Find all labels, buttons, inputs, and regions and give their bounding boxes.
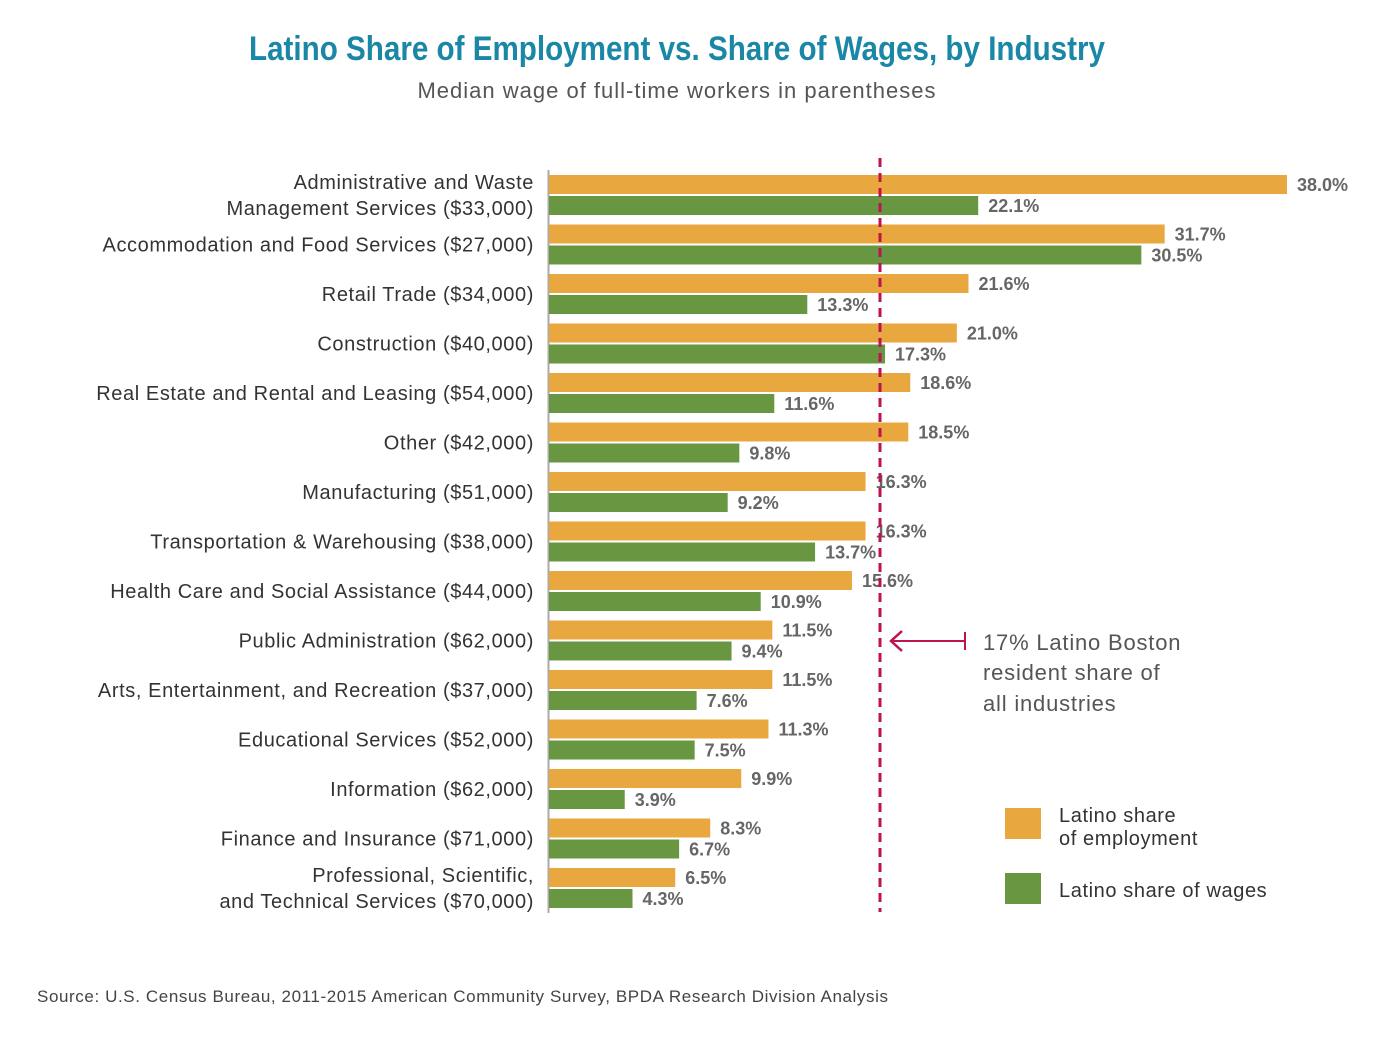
wage-value-label: 13.7% [825, 543, 876, 563]
category-label: Arts, Entertainment, and Recreation ($37… [98, 680, 534, 702]
source-note: Source: U.S. Census Bureau, 2011-2015 Am… [37, 987, 889, 1006]
wage-bar [549, 889, 633, 908]
legend-swatch-wages [1005, 873, 1041, 904]
employment-bar [549, 620, 773, 640]
wage-bar [549, 344, 885, 364]
employment-value-label: 8.3% [720, 819, 761, 839]
wage-value-label: 11.6% [784, 394, 834, 414]
wage-value-label: 7.6% [707, 691, 748, 711]
employment-value-label: 6.5% [685, 868, 726, 888]
employment-value-label: 21.0% [967, 324, 1018, 344]
category-label: Construction ($40,000) [317, 334, 534, 356]
employment-bar [549, 472, 866, 491]
wage-value-label: 30.5% [1151, 246, 1202, 266]
category-label: Information ($62,000) [330, 779, 534, 801]
wage-bar [549, 691, 697, 710]
category-label: Management Services ($33,000) [226, 198, 534, 220]
wage-value-label: 10.9% [771, 592, 822, 612]
employment-value-label: 15.6% [862, 571, 913, 591]
wage-bar [549, 641, 732, 661]
category-label: Educational Services ($52,000) [238, 730, 534, 752]
wage-bar [549, 196, 979, 215]
category-label: Real Estate and Rental and Leasing ($54,… [96, 383, 534, 405]
wage-value-label: 13.3% [817, 295, 868, 315]
wage-bar [549, 394, 775, 413]
wage-value-label: 7.5% [705, 741, 746, 761]
wage-bar [549, 542, 816, 562]
category-label: Transportation & Warehousing ($38,000) [150, 532, 534, 554]
employment-bar [549, 571, 852, 590]
wage-value-label: 9.2% [738, 493, 779, 513]
employment-value-label: 16.3% [876, 522, 927, 542]
employment-bar [549, 224, 1165, 244]
wage-value-label: 9.4% [742, 642, 783, 662]
chart-title: Latino Share of Employment vs. Share of … [249, 30, 1105, 68]
legend-swatch-employment [1005, 808, 1041, 839]
wage-bar [549, 295, 808, 314]
category-label: Finance and Insurance ($71,000) [221, 829, 534, 851]
category-label: Professional, Scientific, [312, 865, 534, 887]
wage-bar [549, 592, 761, 611]
employment-bar [549, 670, 773, 689]
wage-bar [549, 790, 625, 809]
category-label: Public Administration ($62,000) [239, 631, 534, 653]
employment-bar [549, 818, 711, 838]
wage-bar [549, 443, 740, 463]
legend-label-employment-1: Latino share [1059, 805, 1176, 827]
employment-bar [549, 521, 866, 541]
category-label: Health Care and Social Assistance ($44,0… [110, 581, 534, 603]
employment-value-label: 38.0% [1297, 175, 1348, 195]
wage-bar [549, 740, 695, 760]
employment-value-label: 18.5% [918, 423, 969, 443]
wage-bar [549, 839, 680, 859]
wage-value-label: 6.7% [689, 840, 730, 860]
employment-bar [549, 373, 911, 392]
wage-value-label: 22.1% [988, 196, 1039, 216]
category-label: Accommodation and Food Services ($27,000… [103, 235, 534, 257]
chart-subtitle: Median wage of full-time workers in pare… [417, 78, 936, 103]
employment-value-label: 18.6% [920, 373, 971, 393]
wage-value-label: 4.3% [643, 889, 684, 909]
legend: Latino share of employment Latino share … [1005, 805, 1267, 904]
category-label: Manufacturing ($51,000) [302, 482, 534, 504]
employment-bar [549, 868, 676, 887]
wage-bar [549, 245, 1142, 265]
annotation-line-1: 17% Latino Boston [983, 630, 1181, 655]
category-labels: Administrative and Waste Management Servi… [96, 172, 534, 913]
employment-value-label: 31.7% [1175, 225, 1226, 245]
employment-bar [549, 274, 969, 293]
wage-value-label: 17.3% [895, 345, 946, 365]
annotation-line-3: all industries [983, 691, 1116, 716]
wage-value-label: 3.9% [635, 790, 676, 810]
employment-value-label: 21.6% [978, 274, 1029, 294]
wage-bar [549, 493, 728, 512]
employment-bar [549, 422, 909, 442]
legend-label-employment-2: of employment [1059, 828, 1198, 850]
category-label: Other ($42,000) [384, 433, 534, 455]
employment-value-label: 16.3% [876, 472, 927, 492]
employment-bar [549, 769, 742, 788]
employment-bar [549, 323, 957, 343]
employment-value-label: 11.5% [782, 670, 832, 690]
category-label: Administrative and Waste [294, 172, 534, 194]
wage-value-label: 9.8% [749, 444, 790, 464]
bars-group: 38.0% 22.1% 31.7%30.5% 21.6% 13.3% 21.0% 17.3%… [549, 175, 1348, 909]
employment-value-label: 9.9% [751, 769, 792, 789]
arrow-left-icon [889, 630, 903, 652]
legend-label-wages: Latino share of wages [1059, 880, 1267, 902]
employment-value-label: 11.3% [778, 720, 828, 740]
category-label: and Technical Services ($70,000) [219, 891, 534, 913]
category-label: Retail Trade ($34,000) [322, 284, 534, 306]
employment-bar [549, 719, 769, 739]
reference-annotation: 17% Latino Boston resident share of all … [889, 630, 1181, 716]
employment-value-label: 11.5% [782, 621, 832, 641]
employment-bar [549, 175, 1287, 194]
annotation-line-2: resident share of [983, 660, 1161, 685]
